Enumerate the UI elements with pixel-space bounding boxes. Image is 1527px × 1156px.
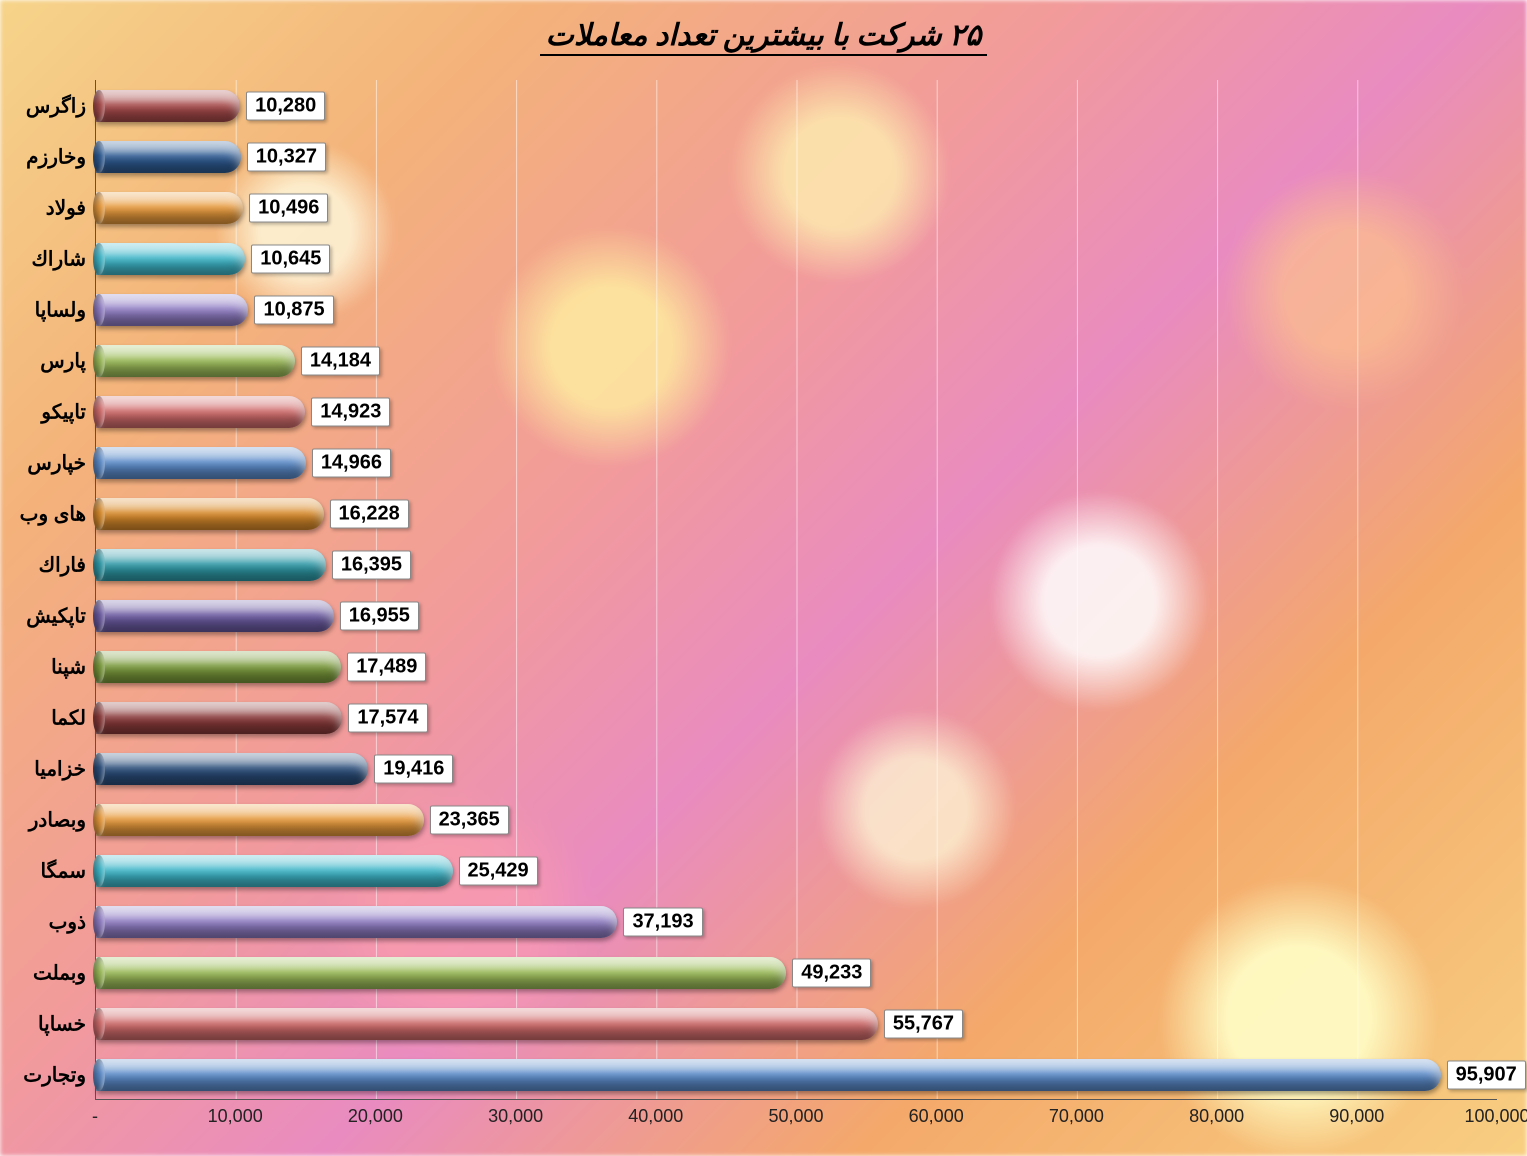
value-label: 17,574 <box>348 703 427 732</box>
bar <box>96 804 424 836</box>
x-tick: 10,000 <box>208 1106 263 1127</box>
value-label: 10,875 <box>254 295 333 324</box>
value-label: 49,233 <box>792 958 871 987</box>
y-label: خساپا <box>38 1011 86 1036</box>
bar <box>96 600 334 632</box>
y-label: وبملت <box>33 960 86 985</box>
bar <box>96 855 453 887</box>
chart-title: ۲۵ شرکت با بیشترین تعداد معاملات <box>0 18 1527 53</box>
bar <box>96 396 305 428</box>
y-label: فولاد <box>46 195 86 220</box>
value-label: 10,327 <box>247 142 326 171</box>
y-label: زاگرس <box>26 93 86 118</box>
bar <box>96 243 245 275</box>
value-label: 23,365 <box>430 805 509 834</box>
bar <box>96 345 295 377</box>
plot-area: 10,280 10,327 10,496 10,645 10,875 14,184 14,9… <box>95 80 1497 1100</box>
y-label: های وب <box>20 501 86 526</box>
y-label: وتجارت <box>23 1062 86 1087</box>
bar <box>96 702 342 734</box>
bar <box>96 447 306 479</box>
value-label: 55,767 <box>884 1009 963 1038</box>
x-tick: 90,000 <box>1329 1106 1384 1127</box>
value-label: 14,966 <box>312 448 391 477</box>
bar <box>96 141 241 173</box>
value-label: 17,489 <box>347 652 426 681</box>
x-tick: 20,000 <box>348 1106 403 1127</box>
y-label: تاپیکو <box>41 399 86 424</box>
x-tick: 30,000 <box>488 1106 543 1127</box>
value-label: 16,955 <box>340 601 419 630</box>
y-label: شپنا <box>51 654 86 679</box>
y-label: خپارس <box>27 450 86 475</box>
bar <box>96 498 324 530</box>
x-axis: - 10,000 20,000 30,000 40,000 50,000 60,000 70,… <box>95 1106 1497 1130</box>
value-label: 10,645 <box>251 244 330 273</box>
y-label: فاراك <box>39 552 86 577</box>
y-label: لکما <box>51 705 86 730</box>
bar <box>96 90 240 122</box>
x-tick: 40,000 <box>628 1106 683 1127</box>
y-label: خزامیا <box>34 756 86 781</box>
value-label: 19,416 <box>374 754 453 783</box>
bar <box>96 192 243 224</box>
x-tick: 50,000 <box>768 1106 823 1127</box>
x-tick: 60,000 <box>909 1106 964 1127</box>
x-tick: - <box>92 1106 98 1127</box>
y-label: تاپکیش <box>26 603 86 628</box>
bar <box>96 957 786 989</box>
value-label: 16,395 <box>332 550 411 579</box>
bar <box>96 1059 1441 1091</box>
x-tick: 100,000 <box>1464 1106 1527 1127</box>
y-label: وخارزم <box>26 144 86 169</box>
value-label: 10,280 <box>246 91 325 120</box>
y-label: پارس <box>40 348 86 373</box>
value-label: 25,429 <box>459 856 538 885</box>
y-label: سمگا <box>41 858 86 883</box>
bar <box>96 753 368 785</box>
bar <box>96 906 617 938</box>
bar <box>96 1008 878 1040</box>
value-label: 14,923 <box>311 397 390 426</box>
bar <box>96 549 326 581</box>
y-label: شاراك <box>31 246 86 271</box>
y-label: ذوب <box>49 909 86 934</box>
x-tick: 80,000 <box>1189 1106 1244 1127</box>
y-label: ولساپا <box>35 297 86 322</box>
bar <box>96 651 341 683</box>
bar-chart: ۲۵ شرکت با بیشترین تعداد معاملات 10,2801… <box>0 0 1527 1156</box>
y-axis-labels: زاگرس وخارزم فولاد شاراك ولساپا پارس تاپیکو خپا… <box>0 80 90 1100</box>
value-label: 95,907 <box>1447 1060 1526 1089</box>
value-label: 14,184 <box>301 346 380 375</box>
x-tick: 70,000 <box>1049 1106 1104 1127</box>
bar <box>96 294 248 326</box>
chart-title-text: ۲۵ شرکت با بیشترین تعداد معاملات <box>540 19 988 56</box>
y-label: وبصادر <box>29 807 86 832</box>
value-label: 37,193 <box>623 907 702 936</box>
bars-layer: 10,280 10,327 10,496 10,645 10,875 14,184 14,9… <box>96 80 1497 1099</box>
value-label: 10,496 <box>249 193 328 222</box>
value-label: 16,228 <box>330 499 409 528</box>
